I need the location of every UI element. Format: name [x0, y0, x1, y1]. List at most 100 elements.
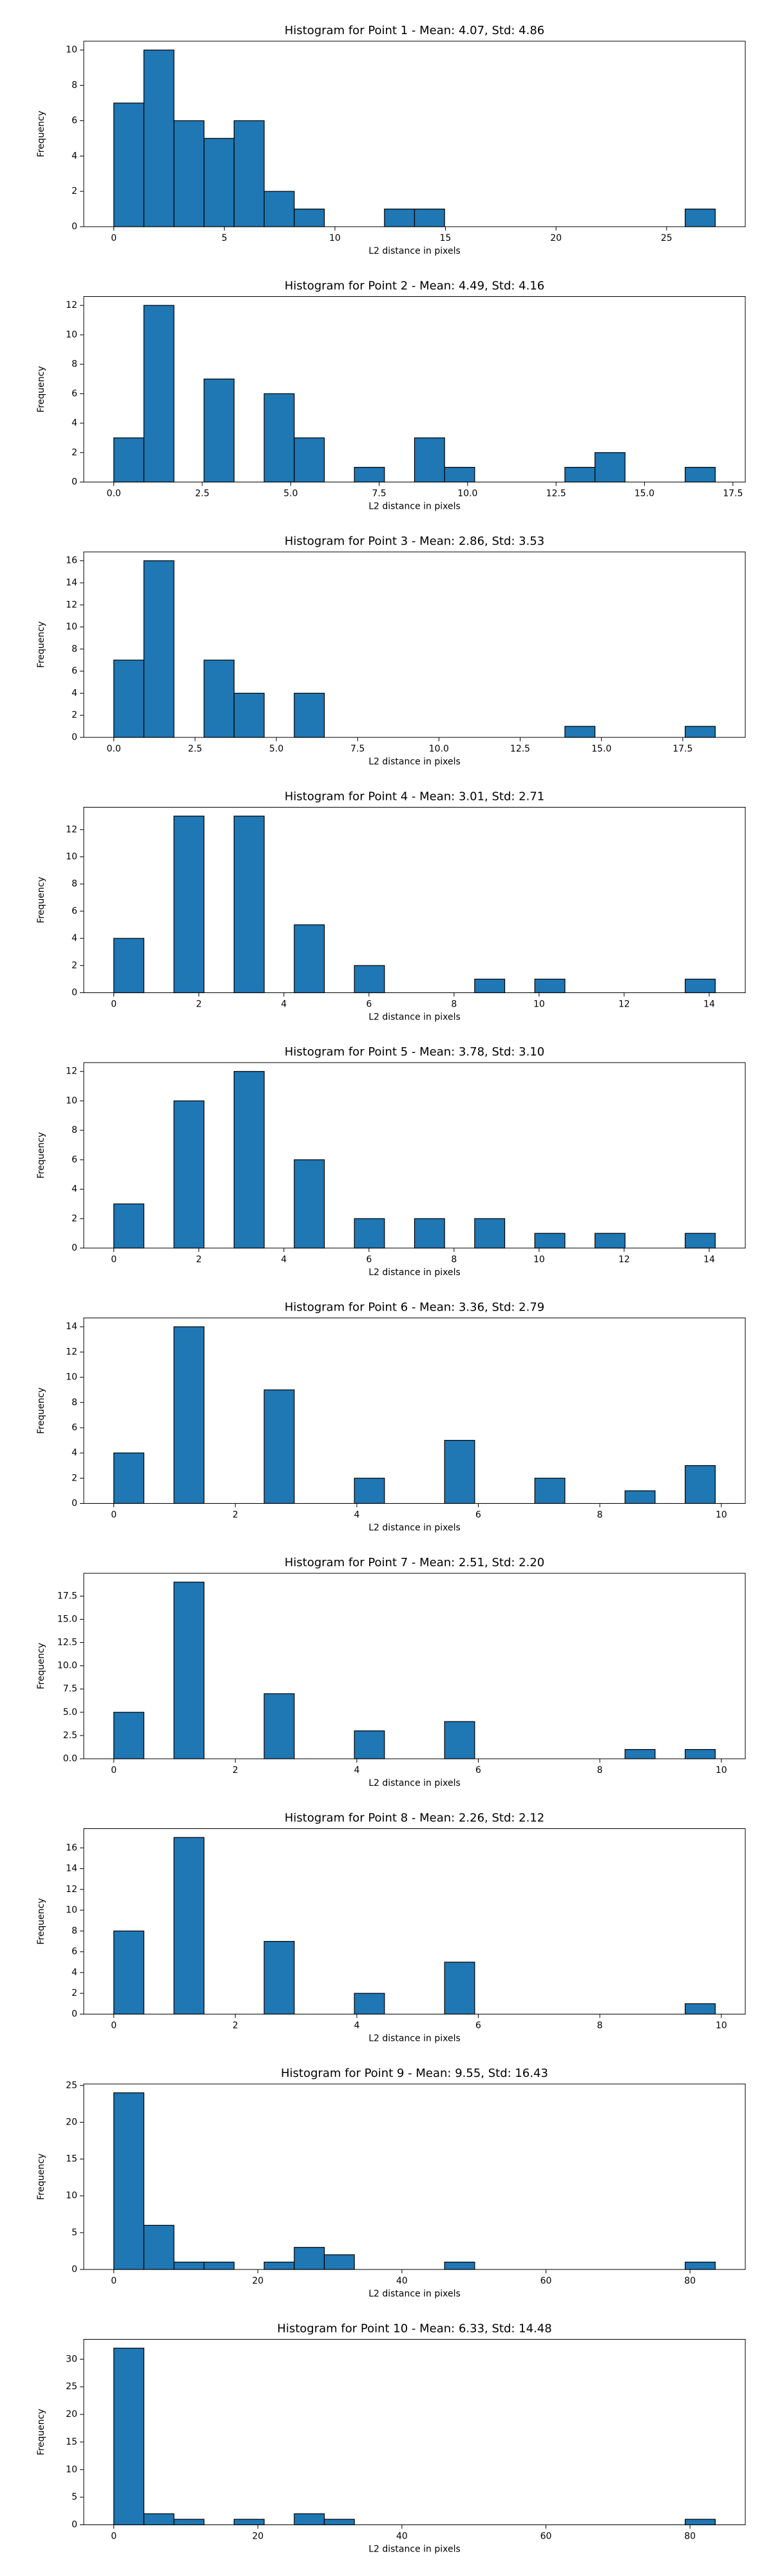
x-tick-label: 12.5	[510, 744, 530, 754]
x-tick-label: 4	[281, 999, 287, 1010]
chart-title: Histogram for Point 4 - Mean: 3.01, Std:…	[285, 790, 545, 804]
histogram-bar	[233, 1071, 265, 1249]
histogram-bar	[173, 120, 205, 227]
y-tick-label: 4	[72, 151, 77, 161]
plot-frame	[83, 1828, 746, 2014]
histogram-bar	[173, 1326, 205, 1504]
histogram-bar	[263, 191, 295, 227]
x-tick-label: 2.5	[195, 489, 209, 499]
x-tick-label: 0.0	[107, 489, 121, 499]
x-axis-label: L2 distance in pixels	[368, 757, 461, 767]
y-tick-label: 12	[66, 600, 77, 610]
histogram-bar	[143, 50, 175, 227]
histogram-bar	[173, 1582, 205, 1759]
y-tick-label: 4	[72, 1184, 77, 1195]
x-tick-label: 0	[111, 233, 117, 243]
histogram-bar	[323, 2254, 355, 2270]
y-axis-label: Frequency	[36, 111, 46, 157]
x-tick-label: 14	[703, 1255, 715, 1265]
y-tick-label: 0	[72, 2520, 77, 2530]
chart-title: Histogram for Point 10 - Mean: 6.33, Std…	[277, 2322, 551, 2336]
x-tick-label: 40	[396, 2276, 408, 2286]
x-tick-label: 15	[440, 233, 452, 243]
y-tick-label: 12	[66, 300, 77, 310]
histogram-bar	[474, 1218, 506, 1249]
histogram-bar	[294, 2247, 325, 2270]
x-tick-label: 15.0	[635, 489, 654, 499]
x-tick-label: 2	[196, 1255, 202, 1265]
y-tick-label: 10	[66, 1905, 77, 1915]
histogram-bar	[173, 1837, 205, 2015]
histogram-bar	[113, 2092, 144, 2270]
histogram-bar	[173, 815, 205, 994]
y-tick-label: 2	[72, 186, 77, 196]
histogram-bar	[173, 2261, 205, 2270]
y-tick-label: 15	[66, 2154, 77, 2164]
x-tick-label: 8	[597, 1510, 603, 1520]
x-tick-label: 4	[281, 1255, 287, 1265]
y-tick-label: 10	[66, 1095, 77, 1106]
histogram-bar	[143, 2513, 175, 2526]
histogram-bar	[414, 208, 445, 227]
histogram-bar	[113, 437, 144, 483]
y-tick-label: 0	[72, 222, 77, 232]
histogram-bar	[534, 1477, 566, 1504]
y-tick-label: 12	[66, 1066, 77, 1077]
histogram-bar	[685, 208, 716, 227]
x-tick-label: 7.5	[372, 489, 386, 499]
x-tick-label: 40	[396, 2532, 408, 2542]
x-tick-label: 80	[684, 2276, 696, 2286]
x-tick-label: 2	[196, 999, 202, 1010]
y-tick-label: 14	[66, 578, 77, 588]
histogram-bar	[685, 978, 716, 994]
y-axis-label: Frequency	[36, 366, 46, 412]
x-tick-label: 10	[533, 999, 545, 1010]
x-tick-label: 0	[111, 999, 117, 1010]
histogram-bar	[354, 1993, 385, 2015]
x-tick-label: 20	[252, 2532, 263, 2542]
x-tick-label: 0	[111, 2021, 117, 2031]
y-tick-label: 25	[66, 2382, 77, 2392]
y-tick-label: 8	[72, 1125, 77, 1135]
chart-title: Histogram for Point 8 - Mean: 2.26, Std:…	[285, 1812, 545, 1825]
y-tick-label: 0	[72, 2009, 77, 2020]
histogram-bar	[143, 560, 175, 738]
y-axis-label: Frequency	[36, 2154, 46, 2200]
y-tick-label: 6	[72, 906, 77, 916]
y-tick-label: 0	[72, 1499, 77, 1509]
y-tick-label: 10	[66, 622, 77, 632]
x-tick-label: 0.0	[107, 744, 121, 754]
histogram-bar	[444, 1962, 475, 2015]
histogram-bar	[113, 938, 144, 994]
x-tick-label: 5	[222, 233, 227, 243]
x-tick-label: 6	[475, 1765, 481, 1776]
histogram-bar	[444, 467, 475, 483]
histogram-bar	[294, 437, 325, 483]
histogram-bar	[685, 467, 716, 483]
y-tick-label: 2.5	[63, 1730, 77, 1741]
x-axis-label: L2 distance in pixels	[368, 1267, 461, 1278]
y-tick-label: 2	[72, 1988, 77, 1998]
x-tick-label: 0	[111, 1255, 117, 1265]
x-tick-label: 4	[354, 2021, 359, 2031]
y-tick-label: 6	[72, 1423, 77, 1433]
x-tick-label: 7.5	[350, 744, 365, 754]
y-tick-label: 2	[72, 960, 77, 971]
x-tick-label: 10	[533, 1255, 545, 1265]
x-tick-label: 4	[354, 1510, 359, 1520]
histogram-bar	[595, 1233, 625, 1249]
x-tick-label: 10.0	[429, 744, 449, 754]
histogram-bar	[204, 138, 235, 227]
y-tick-label: 10	[66, 2465, 77, 2475]
x-tick-label: 8	[451, 1255, 457, 1265]
histogram-bar	[444, 1721, 475, 1759]
histogram-bar	[113, 1930, 144, 2015]
y-tick-label: 0	[72, 477, 77, 488]
histogram-bar	[233, 692, 265, 738]
histogram-bar	[685, 1465, 716, 1504]
chart-title: Histogram for Point 6 - Mean: 3.36, Std:…	[285, 1301, 545, 1314]
histogram-bar	[173, 1100, 205, 1249]
x-axis-label: L2 distance in pixels	[368, 2544, 461, 2555]
y-tick-label: 10	[66, 1372, 77, 1383]
chart-title: Histogram for Point 1 - Mean: 4.07, Std:…	[285, 24, 545, 37]
